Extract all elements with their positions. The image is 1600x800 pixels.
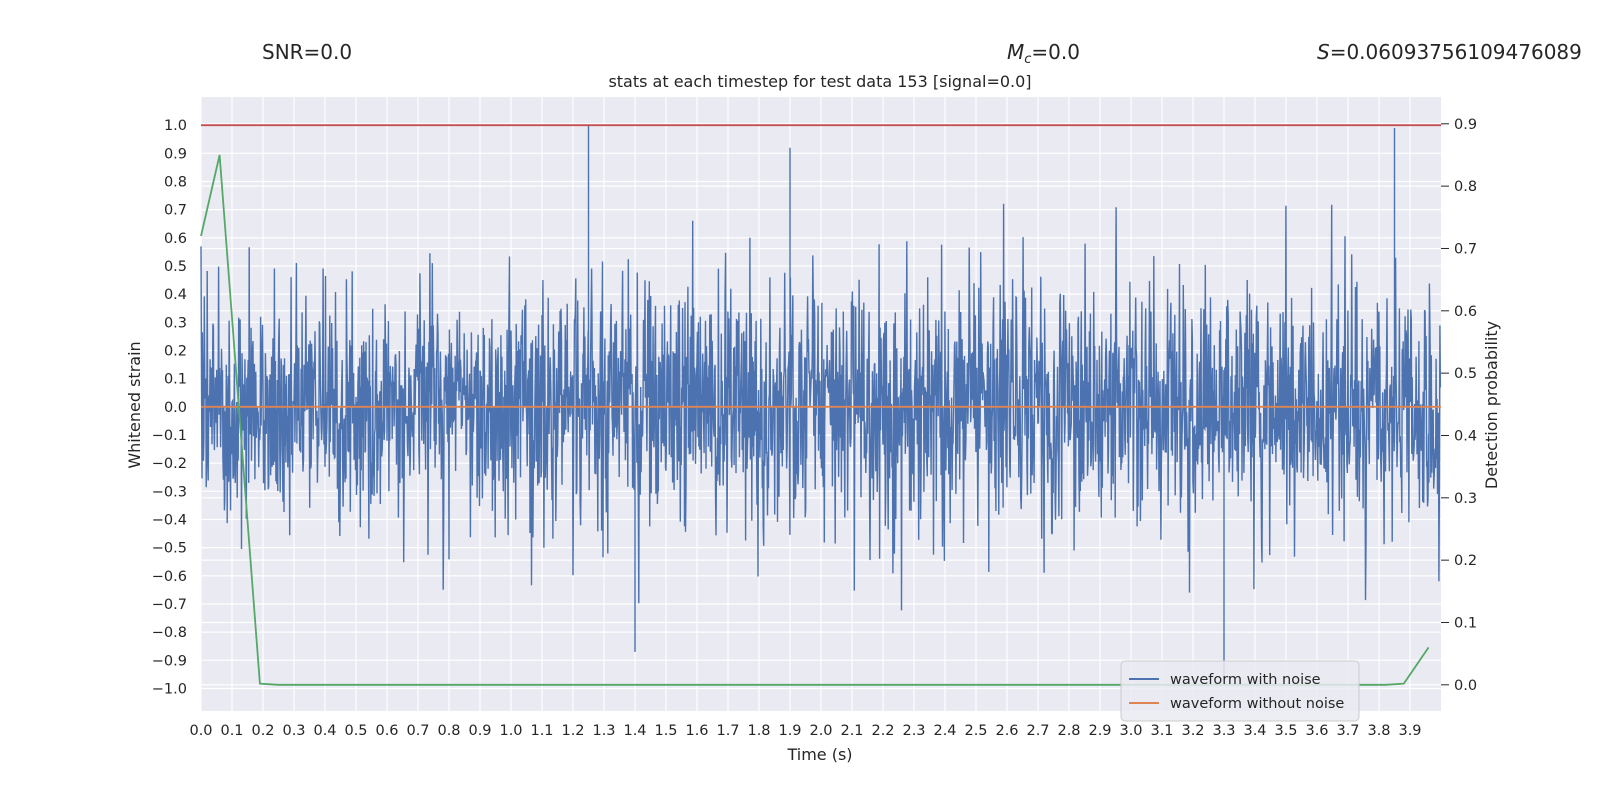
x-tick-label: 2.4: [933, 723, 956, 739]
y-left-axis-label: Whitened strain: [125, 341, 144, 468]
x-tick-label: 1.8: [747, 723, 770, 739]
x-tick-label: 0.2: [251, 723, 274, 739]
series-detection-probability: [200, 154, 1430, 686]
x-axis-label: Time (s): [786, 745, 852, 764]
x-tick-label: 0.6: [375, 723, 398, 739]
x-tick-label: 3.2: [1181, 723, 1204, 739]
y-left-tick-label: −0.1: [152, 428, 187, 444]
x-tick-label: 1.3: [592, 723, 615, 739]
x-tick-label: 2.5: [964, 723, 987, 739]
x-tick-label: 0.8: [437, 723, 460, 739]
y-right-tick-label: 0.1: [1454, 615, 1477, 631]
y-right-tick-label: 0.4: [1454, 428, 1477, 444]
y-right-tick-label: 0.2: [1454, 553, 1477, 569]
y-left-tick-label: −0.4: [152, 512, 187, 528]
x-tick-label: 0.7: [406, 723, 429, 739]
chirp-mass-subscript: c: [1024, 52, 1032, 67]
series-waveform-with-noise: [200, 125, 1442, 680]
y-left-tick-label: −0.9: [152, 653, 187, 669]
x-tick-label: 0.0: [189, 723, 212, 739]
y-right-tick-label: 0.0: [1454, 678, 1477, 694]
y-left-tick-label: −0.6: [152, 569, 187, 585]
x-tick-label: 3.0: [1119, 723, 1142, 739]
y-left-tick-label: 0.2: [164, 343, 187, 359]
y-right-tick-label: 0.3: [1454, 491, 1477, 507]
y-right-tick-label: 0.6: [1454, 304, 1477, 320]
chirp-mass-symbol: M: [1007, 40, 1025, 64]
y-left-tick-label: 0.5: [164, 259, 187, 275]
x-tick-label: 0.5: [344, 723, 367, 739]
legend-label: waveform with noise: [1170, 672, 1321, 688]
y-left-tick-label: 1.0: [164, 118, 187, 134]
y-left-tick-label: 0.8: [164, 174, 187, 190]
y-left-tick-label: −1.0: [152, 681, 187, 697]
chirp-mass-value: =0.0: [1031, 40, 1080, 64]
x-tick-label: 0.9: [468, 723, 491, 739]
x-tick-label: 2.8: [1057, 723, 1080, 739]
x-tick-label: 2.6: [995, 723, 1018, 739]
score-symbol: S: [1317, 40, 1330, 64]
x-tick-label: 3.7: [1336, 723, 1359, 739]
y-left-tick-label: −0.8: [152, 625, 187, 641]
legend: waveform with noise waveform without nois…: [1120, 660, 1360, 722]
x-tick-label: 1.9: [778, 723, 801, 739]
y-left-tick-label: 0.9: [164, 146, 187, 162]
x-tick-label: 3.6: [1305, 723, 1328, 739]
x-tick-label: 3.1: [1150, 723, 1173, 739]
x-tick-label: 0.1: [220, 723, 243, 739]
score-value: =0.06093756109476089: [1329, 40, 1582, 64]
y-right-tick-label: 0.8: [1454, 179, 1477, 195]
x-tick-label: 3.3: [1212, 723, 1235, 739]
x-tick-label: 3.9: [1398, 723, 1421, 739]
y-left-tick-label: 0.3: [164, 315, 187, 331]
x-tick-label: 3.8: [1367, 723, 1390, 739]
chirp-mass-header: Mc=0.0: [1007, 40, 1080, 67]
x-tick-label: 3.4: [1243, 723, 1266, 739]
x-tick-label: 2.9: [1088, 723, 1111, 739]
y-left-tick-label: −0.5: [152, 541, 187, 557]
y-left-tick-label: 0.4: [164, 287, 187, 303]
y-left-tick-label: 0.6: [164, 231, 187, 247]
x-tick-label: 1.0: [499, 723, 522, 739]
x-tick-label: 2.3: [902, 723, 925, 739]
x-tick-label: 1.2: [561, 723, 584, 739]
y-left-tick-label: 0.1: [164, 372, 187, 388]
x-tick-label: 1.6: [685, 723, 708, 739]
y-left-tick-label: −0.2: [152, 456, 187, 472]
x-tick-label: 0.4: [313, 723, 336, 739]
y-right-tick-label: 0.5: [1454, 366, 1477, 382]
y-right-tick-label: 0.7: [1454, 241, 1477, 257]
x-tick-label: 0.3: [282, 723, 305, 739]
y-left-tick-label: 0.0: [164, 400, 187, 416]
x-tick-label: 2.2: [871, 723, 894, 739]
x-tick-label: 1.5: [654, 723, 677, 739]
y-left-tick-label: −0.3: [152, 484, 187, 500]
x-tick-label: 1.4: [623, 723, 646, 739]
y-right-tick-label: 0.9: [1454, 117, 1477, 133]
x-tick-label: 2.1: [840, 723, 863, 739]
y-left-tick-label: −0.7: [152, 597, 187, 613]
x-tick-label: 3.5: [1274, 723, 1297, 739]
legend-label: waveform without noise: [1170, 696, 1344, 712]
chart-title: stats at each timestep for test data 153…: [608, 72, 1031, 91]
y-left-tick-label: 0.7: [164, 203, 187, 219]
x-tick-label: 1.1: [530, 723, 553, 739]
x-tick-label: 1.7: [716, 723, 739, 739]
x-tick-label: 2.0: [809, 723, 832, 739]
y-right-axis-label: Detection probability: [1482, 321, 1501, 489]
x-tick-label: 2.7: [1026, 723, 1049, 739]
legend-box: [1120, 660, 1360, 722]
snr-header: SNR=0.0: [262, 40, 353, 64]
score-header: S=0.06093756109476089: [1317, 40, 1582, 64]
